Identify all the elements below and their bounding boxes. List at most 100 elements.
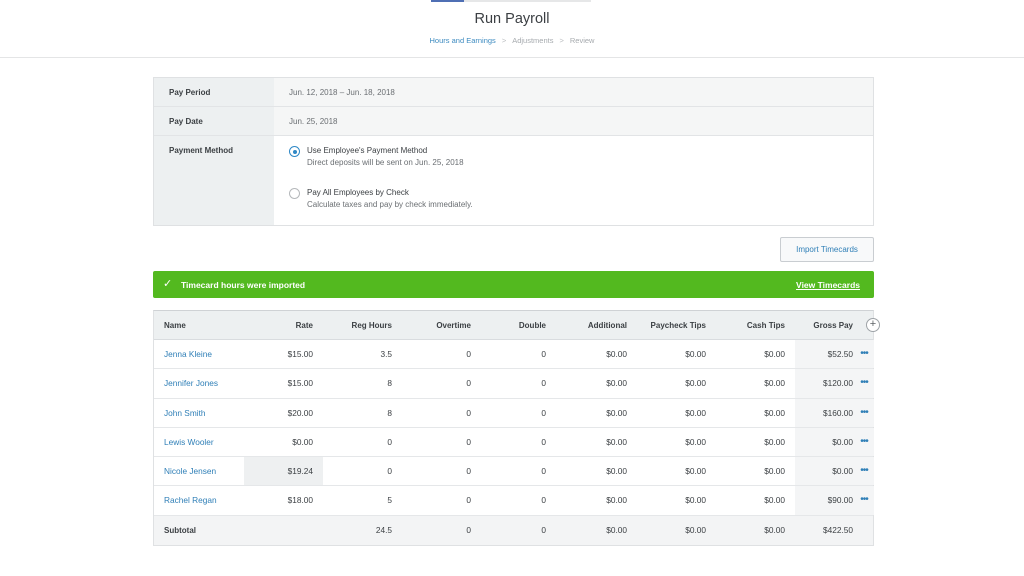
subtotal-gross-pay: $422.50 [823, 524, 853, 535]
gross-pay-value: $160.00 [823, 407, 853, 418]
overtime-value[interactable]: 0 [466, 466, 471, 477]
import-timecards-button[interactable]: Import Timecards [780, 237, 874, 262]
step-hours-and-earnings[interactable]: Hours and Earnings [429, 36, 496, 45]
additional-value[interactable]: $0.00 [606, 378, 627, 389]
table-row: Jennifer Jones $15.00 8 0 0 $0.00 $0.00 $0.00 $1… [154, 369, 874, 399]
double-value[interactable]: 0 [541, 436, 546, 447]
more-options-icon[interactable]: ••• [860, 406, 869, 418]
table-row: Jenna Kleine $15.00 3.5 0 0 $0.00 $0.00 $0.00 $5… [154, 340, 874, 370]
rate-value[interactable]: $0.00 [292, 436, 313, 447]
radio-selected[interactable] [289, 146, 300, 157]
pay-date-label: Pay Date [154, 107, 274, 135]
additional-value[interactable]: $0.00 [606, 466, 627, 477]
gross-pay-cell-bg [795, 427, 874, 457]
reg-hours-value[interactable]: 0 [387, 436, 392, 447]
rate-value[interactable]: $20.00 [287, 407, 313, 418]
overtime-value[interactable]: 0 [466, 436, 471, 447]
cash-tips-value[interactable]: $0.00 [764, 495, 785, 506]
col-additional: Additional [587, 321, 627, 330]
step-review: Review [569, 36, 595, 45]
paycheck-tips-value[interactable]: $0.00 [685, 378, 706, 389]
overtime-value[interactable]: 0 [466, 378, 471, 389]
paycheck-tips-value[interactable]: $0.00 [685, 407, 706, 418]
employee-name[interactable]: John Smith [164, 407, 206, 418]
gross-pay-value: $0.00 [832, 466, 853, 477]
additional-value[interactable]: $0.00 [606, 436, 627, 447]
reg-hours-value[interactable]: 5 [387, 495, 392, 506]
table-row: Rachel Regan $18.00 5 0 0 $0.00 $0.00 $0.00 $90.… [154, 486, 874, 516]
double-value[interactable]: 0 [541, 349, 546, 359]
step-adjustments: Adjustments [512, 36, 554, 45]
paycheck-tips-value[interactable]: $0.00 [685, 466, 706, 477]
more-options-icon[interactable]: ••• [860, 348, 869, 359]
gross-pay-cell-bg [795, 486, 874, 515]
overtime-value[interactable]: 0 [466, 407, 471, 418]
view-timecards-link[interactable]: View Timecards [796, 280, 860, 290]
more-options-icon[interactable]: ••• [860, 465, 869, 477]
cash-tips-value[interactable]: $0.00 [764, 407, 785, 418]
radio-unselected[interactable] [289, 188, 300, 199]
pay-info-panel: Pay Period Jun. 12, 2018 – Jun. 18, 2018… [153, 77, 874, 226]
progress-bar [431, 0, 591, 2]
more-options-icon[interactable]: ••• [860, 435, 869, 447]
success-banner: ✓ Timecard hours were imported View Time… [153, 271, 874, 298]
additional-value[interactable]: $0.00 [606, 495, 627, 506]
additional-value[interactable]: $0.00 [606, 407, 627, 418]
add-column-icon[interactable]: + [866, 318, 880, 332]
col-double: Double [518, 321, 546, 330]
reg-hours-value[interactable]: 0 [387, 466, 392, 477]
employee-name[interactable]: Jennifer Jones [164, 378, 218, 389]
employee-name[interactable]: Rachel Regan [164, 495, 217, 506]
subtotal-label: Subtotal [164, 525, 196, 535]
double-value[interactable]: 0 [541, 495, 546, 506]
cash-tips-value[interactable]: $0.00 [764, 378, 785, 389]
gross-pay-value: $0.00 [832, 436, 853, 447]
gross-pay-cell-bg [795, 340, 874, 369]
rate-value[interactable]: $15.00 [287, 378, 313, 389]
subtotal-cash-tips: $0.00 [764, 524, 785, 535]
rate-value[interactable]: $19.24 [287, 466, 313, 477]
col-gross-pay: Gross Pay [813, 321, 853, 330]
col-rate: Rate [295, 321, 313, 330]
option-description: Direct deposits will be sent on Jun. 25,… [307, 158, 464, 167]
gross-pay-value: $52.50 [827, 349, 853, 359]
table-body: Jenna Kleine $15.00 3.5 0 0 $0.00 $0.00 $0.00 $5… [154, 340, 874, 516]
employee-name[interactable]: Jenna Kleine [164, 349, 212, 359]
more-options-icon[interactable]: ••• [860, 377, 869, 389]
reg-hours-value[interactable]: 8 [387, 378, 392, 389]
check-icon: ✓ [163, 278, 173, 290]
header: Run Payroll Hours and Earnings > Adjustmen… [0, 0, 1024, 58]
paycheck-tips-value[interactable]: $0.00 [685, 436, 706, 447]
payment-method-row: Payment Method Use Employee's Payment Me… [154, 136, 873, 225]
table-row: John Smith $20.00 8 0 0 $0.00 $0.00 $0.00 $160.0… [154, 398, 874, 428]
col-name: Name [164, 321, 186, 330]
double-value[interactable]: 0 [541, 407, 546, 418]
double-value[interactable]: 0 [541, 466, 546, 477]
overtime-value[interactable]: 0 [466, 349, 471, 359]
reg-hours-value[interactable]: 3.5 [380, 349, 392, 359]
option-title: Pay All Employees by Check [307, 188, 409, 197]
subtotal-reg-hours: 24.5 [375, 524, 392, 535]
double-value[interactable]: 0 [541, 378, 546, 389]
employee-name[interactable]: Nicole Jensen [164, 466, 217, 477]
rate-value[interactable]: $15.00 [287, 349, 313, 359]
payroll-table: Name Rate Reg Hours Overtime Double Addi… [153, 310, 874, 546]
cash-tips-value[interactable]: $0.00 [764, 436, 785, 447]
paycheck-tips-value[interactable]: $0.00 [685, 495, 706, 506]
more-options-icon[interactable]: ••• [860, 494, 869, 506]
banner-message: Timecard hours were imported [181, 280, 306, 290]
reg-hours-value[interactable]: 8 [387, 407, 392, 418]
cash-tips-value[interactable]: $0.00 [764, 466, 785, 477]
chevron-right-icon: > [501, 36, 507, 45]
cash-tips-value[interactable]: $0.00 [764, 349, 785, 359]
col-overtime: Overtime [436, 321, 471, 330]
col-paycheck-tips: Paycheck Tips [650, 321, 706, 330]
chevron-right-icon: > [559, 36, 564, 45]
additional-value[interactable]: $0.00 [606, 349, 627, 359]
rate-value[interactable]: $18.00 [287, 495, 313, 506]
employee-name[interactable]: Lewis Wooler [164, 436, 214, 447]
overtime-value[interactable]: 0 [466, 495, 471, 506]
col-cash-tips: Cash Tips [746, 321, 785, 330]
subtotal-double: 0 [541, 524, 546, 535]
paycheck-tips-value[interactable]: $0.00 [685, 349, 706, 359]
